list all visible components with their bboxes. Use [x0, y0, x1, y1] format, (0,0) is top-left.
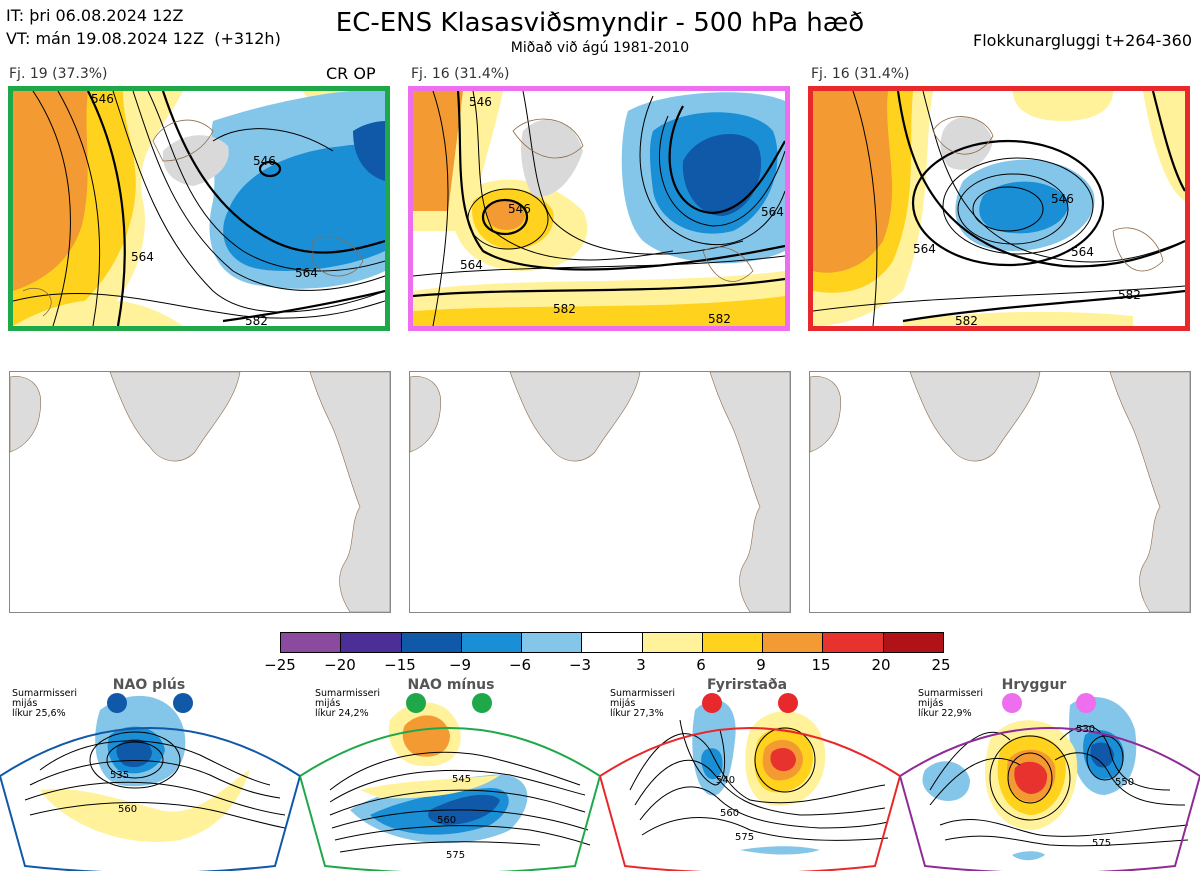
valid-time: VT: mán 19.08.2024 12Z (+312h)	[6, 29, 281, 48]
colorbar-swatch	[823, 633, 884, 652]
regime-2-note: Sumarmisseri mijás líkur 24,2%	[315, 688, 381, 719]
colorbar	[280, 632, 944, 653]
cluster-3-label: Fj. 16 (31.4%)	[811, 66, 910, 82]
regime-3-marker	[778, 693, 798, 713]
contour-label: 575	[446, 850, 465, 861]
regime-1-marker	[107, 693, 127, 713]
contour-label: 582	[955, 314, 978, 326]
contour-label: 560	[720, 808, 739, 819]
contour-label: 582	[553, 302, 576, 316]
contour-label: 564	[131, 250, 154, 264]
colorbar-tick: −9	[448, 656, 472, 674]
regime-1-map[interactable]: 535 560	[0, 690, 300, 871]
cluster-1-tag: CR OP	[326, 64, 376, 83]
base-map-2	[409, 371, 791, 613]
contour-label: 575	[1092, 838, 1111, 849]
regime-4-title: Hryggur	[1001, 677, 1067, 693]
regime-2-title: NAO mínus	[407, 677, 495, 693]
base-map-1	[9, 371, 391, 613]
contour-label: 575	[735, 832, 754, 843]
contour-label: 546	[1051, 192, 1074, 206]
contour-label: 560	[437, 815, 456, 826]
contour-label: 564	[295, 266, 318, 280]
colorbar-tick: 25	[931, 656, 951, 674]
contour-label: 530	[1076, 724, 1095, 735]
contour-label: 545	[452, 774, 471, 785]
contour-label: 564	[761, 205, 784, 219]
init-time: IT: þri 06.08.2024 12Z	[6, 6, 184, 25]
regime-2-marker	[406, 693, 426, 713]
colorbar-tick: −3	[568, 656, 592, 674]
colorbar-swatch	[522, 633, 583, 652]
regime-4-note: Sumarmisseri mijás líkur 22,9%	[918, 688, 984, 719]
colorbar-tick: −25	[264, 656, 296, 674]
contour-label: 550	[1115, 777, 1134, 788]
page-title: EC-ENS Klasasviðsmyndir - 500 hPa hæð	[335, 8, 865, 38]
contour-label: 582	[1118, 288, 1141, 302]
contour-label: 546	[508, 202, 531, 216]
cluster-3-map[interactable]: 546 564 564 582 582	[808, 86, 1190, 331]
regime-1-marker	[173, 693, 193, 713]
regime-1-title: NAO plús	[112, 677, 186, 693]
regime-3-note: Sumarmisseri mijás líkur 27,3%	[610, 688, 676, 719]
regime-3-title: Fyrirstaða	[706, 677, 788, 693]
colorbar-swatch	[341, 633, 402, 652]
colorbar-tick: 3	[636, 656, 646, 674]
contour-label: 546	[91, 92, 114, 106]
regime-3-map[interactable]: 540 560 575	[600, 690, 900, 871]
contour-label: 564	[460, 258, 483, 272]
colorbar-tick: 15	[811, 656, 831, 674]
colorbar-tick: 9	[756, 656, 766, 674]
regime-2-map[interactable]: 545 560 575	[300, 690, 600, 871]
contour-label: 582	[245, 314, 268, 326]
colorbar-tick: 6	[696, 656, 706, 674]
cluster-2-label: Fj. 16 (31.4%)	[411, 66, 510, 82]
regime-4-map[interactable]: 530 550 575	[900, 690, 1200, 871]
contour-label: 546	[253, 154, 276, 168]
regime-2-marker	[472, 693, 492, 713]
classification-window: Flokkunargluggi t+264-360	[973, 31, 1192, 50]
regime-3-marker	[702, 693, 722, 713]
regime-4-marker	[1076, 693, 1096, 713]
contour-label: 564	[913, 242, 936, 256]
colorbar-tick: 20	[871, 656, 891, 674]
colorbar-swatch	[401, 633, 462, 652]
colorbar-swatch	[281, 633, 342, 652]
colorbar-tick: −20	[324, 656, 356, 674]
colorbar-swatch	[582, 633, 643, 652]
cluster-1-label: Fj. 19 (37.3%)	[9, 66, 108, 82]
regime-4-marker	[1002, 693, 1022, 713]
colorbar-tick: −6	[508, 656, 532, 674]
cluster-2-map[interactable]: 546 546 564 564 582 582	[408, 86, 790, 331]
colorbar-swatch	[702, 633, 764, 652]
page-subtitle: Miðað við ágú 1981-2010	[510, 40, 690, 56]
colorbar-swatch	[461, 633, 523, 652]
colorbar-swatch	[883, 633, 943, 652]
colorbar-swatch	[763, 633, 824, 652]
colorbar-swatch	[642, 633, 703, 652]
cluster-1-map[interactable]: 546 564 564 582 546	[8, 86, 390, 331]
regime-1-note: Sumarmisseri mijás líkur 25,6%	[12, 688, 78, 719]
contour-label: 540	[716, 775, 735, 786]
contour-label: 546	[469, 95, 492, 109]
contour-label: 535	[110, 770, 129, 781]
contour-label: 560	[118, 804, 137, 815]
base-map-3	[809, 371, 1191, 613]
contour-label: 564	[1071, 245, 1094, 259]
contour-label: 582	[708, 312, 731, 326]
colorbar-tick: −15	[384, 656, 416, 674]
